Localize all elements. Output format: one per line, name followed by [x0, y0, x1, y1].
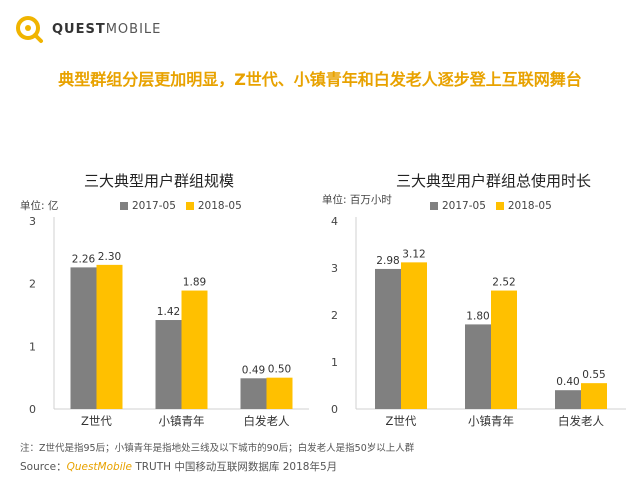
bar-2018-05: [581, 383, 607, 409]
chart-total-usage-time: 三大典型用户群组总使用时长 单位: 百万小时 2017-05 2018-05 0…: [320, 168, 630, 438]
bar-2018-05: [491, 290, 517, 409]
chart-legend: 2017-05 2018-05: [120, 200, 252, 212]
y-tick-label: 3: [29, 215, 36, 228]
bar-2017-05: [555, 390, 581, 409]
legend-item-2017: 2017-05: [120, 200, 176, 212]
y-tick-label: 3: [331, 262, 338, 275]
chart-title: 三大典型用户群组总使用时长: [396, 172, 592, 190]
data-label: 1.42: [157, 306, 180, 318]
y-tick-label: 4: [331, 215, 338, 228]
legend-item-2018: 2018-05: [495, 200, 552, 212]
x-category-label: 小镇青年: [159, 414, 205, 428]
page-headline: 典型群组分层更加明显，Z世代、小镇青年和白发老人逐步登上互联网舞台: [58, 70, 582, 89]
bar-2018-05: [96, 264, 123, 409]
y-tick-label: 0: [331, 403, 338, 416]
y-tick-label: 2: [29, 278, 36, 291]
logo-text: QUESTMOBILE: [52, 21, 162, 37]
legend-item-2018: 2018-05: [185, 200, 242, 212]
legend-item-2017: 2017-05: [430, 200, 486, 212]
source-line: Source：QuestMobile TRUTH 中国移动互联网数据库 2018…: [20, 461, 338, 473]
chart-plot: 0 1 2 3 2.26 2.30 Z世代 1.42 1.89 小镇青年 0.49 0.50 白发老人: [29, 215, 309, 428]
x-category-label: Z世代: [81, 414, 112, 428]
x-category-label: 小镇青年: [468, 414, 514, 428]
chart-user-group-size: 三大典型用户群组规模 单位: 亿 2017-05 2018-05 0 1 2 3 2.2…: [14, 168, 314, 438]
y-tick-label: 0: [29, 403, 36, 416]
data-label: 0.49: [242, 364, 265, 376]
data-label: 1.80: [466, 310, 489, 322]
chart-unit: 单位: 百万小时: [322, 194, 392, 206]
footnote: 注：Z世代是指95后；小镇青年是指地处三线及以下城市的90后；白发老人是指50岁…: [20, 443, 415, 454]
bar-2018-05: [181, 290, 208, 409]
data-label: 2.98: [376, 255, 399, 267]
y-tick-label: 1: [29, 340, 36, 353]
data-label: 2.26: [72, 253, 96, 265]
data-label: 0.50: [268, 364, 291, 376]
x-category-label: 白发老人: [558, 414, 604, 428]
data-label: 0.55: [582, 369, 605, 381]
data-label: 1.89: [183, 277, 206, 289]
bar-2017-05: [70, 267, 97, 409]
bar-2017-05: [155, 320, 182, 409]
bar-2018-05: [266, 377, 293, 409]
chart-legend: 2017-05 2018-05: [430, 200, 562, 212]
bar-2018-05: [401, 262, 427, 409]
data-label: 3.12: [402, 248, 425, 260]
data-label: 2.30: [98, 251, 121, 263]
y-tick-label: 2: [331, 309, 338, 322]
x-category-label: Z世代: [386, 414, 417, 428]
bar-2017-05: [375, 268, 401, 409]
questmobile-logo: QUESTMOBILE: [14, 14, 161, 44]
bar-2017-05: [240, 378, 267, 409]
chart-title: 三大典型用户群组规模: [84, 172, 235, 190]
data-label: 0.40: [556, 376, 579, 388]
data-label: 2.52: [492, 277, 515, 289]
chart-plot: 0 1 2 3 4 2.983.12 Z世代 1.80 2.52 小镇青年 0.400.55 白发老人: [331, 215, 626, 428]
questmobile-logo-icon: [14, 14, 44, 44]
y-tick-label: 1: [331, 356, 338, 369]
bar-2017-05: [465, 324, 491, 409]
chart-unit: 单位: 亿: [20, 200, 59, 212]
x-category-label: 白发老人: [244, 414, 290, 428]
